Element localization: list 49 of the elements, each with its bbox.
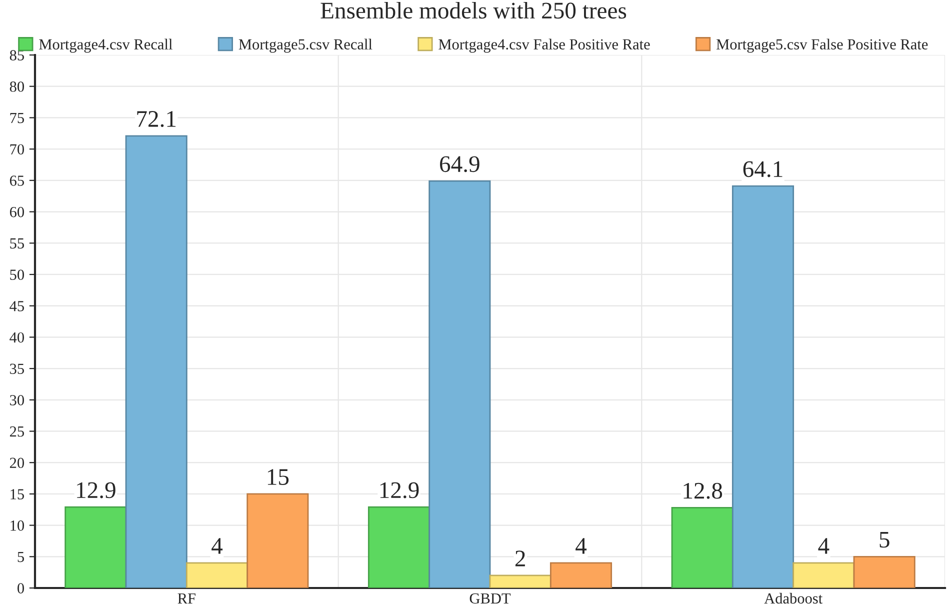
- y-tick-label: 45: [10, 301, 24, 312]
- bar: [550, 562, 612, 588]
- data-label: 5: [880, 532, 890, 548]
- data-label: 15: [268, 469, 289, 485]
- data-label: 72.1: [137, 111, 176, 128]
- data-label: 12.9: [380, 482, 419, 498]
- data-label: 12.8: [684, 482, 722, 499]
- bar: [792, 562, 855, 588]
- y-tick-label: 25: [10, 426, 24, 437]
- y-tick-label: 0: [18, 583, 24, 594]
- y-tick-label: 70: [10, 144, 24, 155]
- y-tick-label: 20: [10, 458, 24, 468]
- y-tick-label: 10: [10, 520, 24, 531]
- legend-label: Mortgage5.csv Recall: [238, 38, 372, 53]
- y-tick-label: 40: [10, 332, 24, 343]
- x-tick-label: Adaboost: [764, 592, 823, 604]
- bar: [671, 507, 734, 588]
- legend-label: Mortgage4.csv Recall: [39, 38, 172, 53]
- y-tick-label: 5: [18, 552, 24, 562]
- bar: [853, 556, 916, 588]
- y-tick-label: 30: [10, 395, 24, 406]
- y-tick-label: 35: [10, 364, 24, 374]
- data-label: 64.9: [440, 156, 480, 172]
- y-tick-label: 80: [10, 81, 24, 92]
- x-tick-label: RF: [178, 593, 196, 604]
- y-tick-label: 55: [10, 238, 24, 249]
- y-tick-label: 15: [10, 489, 24, 500]
- bar: [428, 180, 491, 588]
- x-tick-label: GBDT: [470, 593, 511, 604]
- chart-title: Ensemble models with 250 trees: [320, 2, 626, 19]
- data-label: 64.1: [743, 161, 782, 178]
- y-tick-label: 65: [10, 176, 24, 186]
- bar: [732, 185, 794, 588]
- bar: [125, 135, 188, 588]
- data-label: 4: [576, 538, 587, 554]
- bar: [246, 493, 309, 588]
- y-tick-label: 60: [10, 206, 24, 218]
- y-tick-label: 75: [10, 113, 24, 124]
- legend-label: Mortgage5.csv False Positive Rate: [716, 38, 928, 53]
- y-tick-label: 50: [10, 270, 24, 280]
- data-label: 2: [515, 550, 525, 566]
- legend-label: Mortgage4.csv False Positive Rate: [438, 38, 650, 53]
- bar: [368, 506, 430, 588]
- bar: [64, 506, 127, 588]
- bar: [489, 574, 552, 588]
- data-label: 12.9: [77, 482, 116, 498]
- bar: [186, 562, 248, 588]
- data-label: 4: [818, 538, 830, 554]
- data-label: 4: [212, 538, 223, 554]
